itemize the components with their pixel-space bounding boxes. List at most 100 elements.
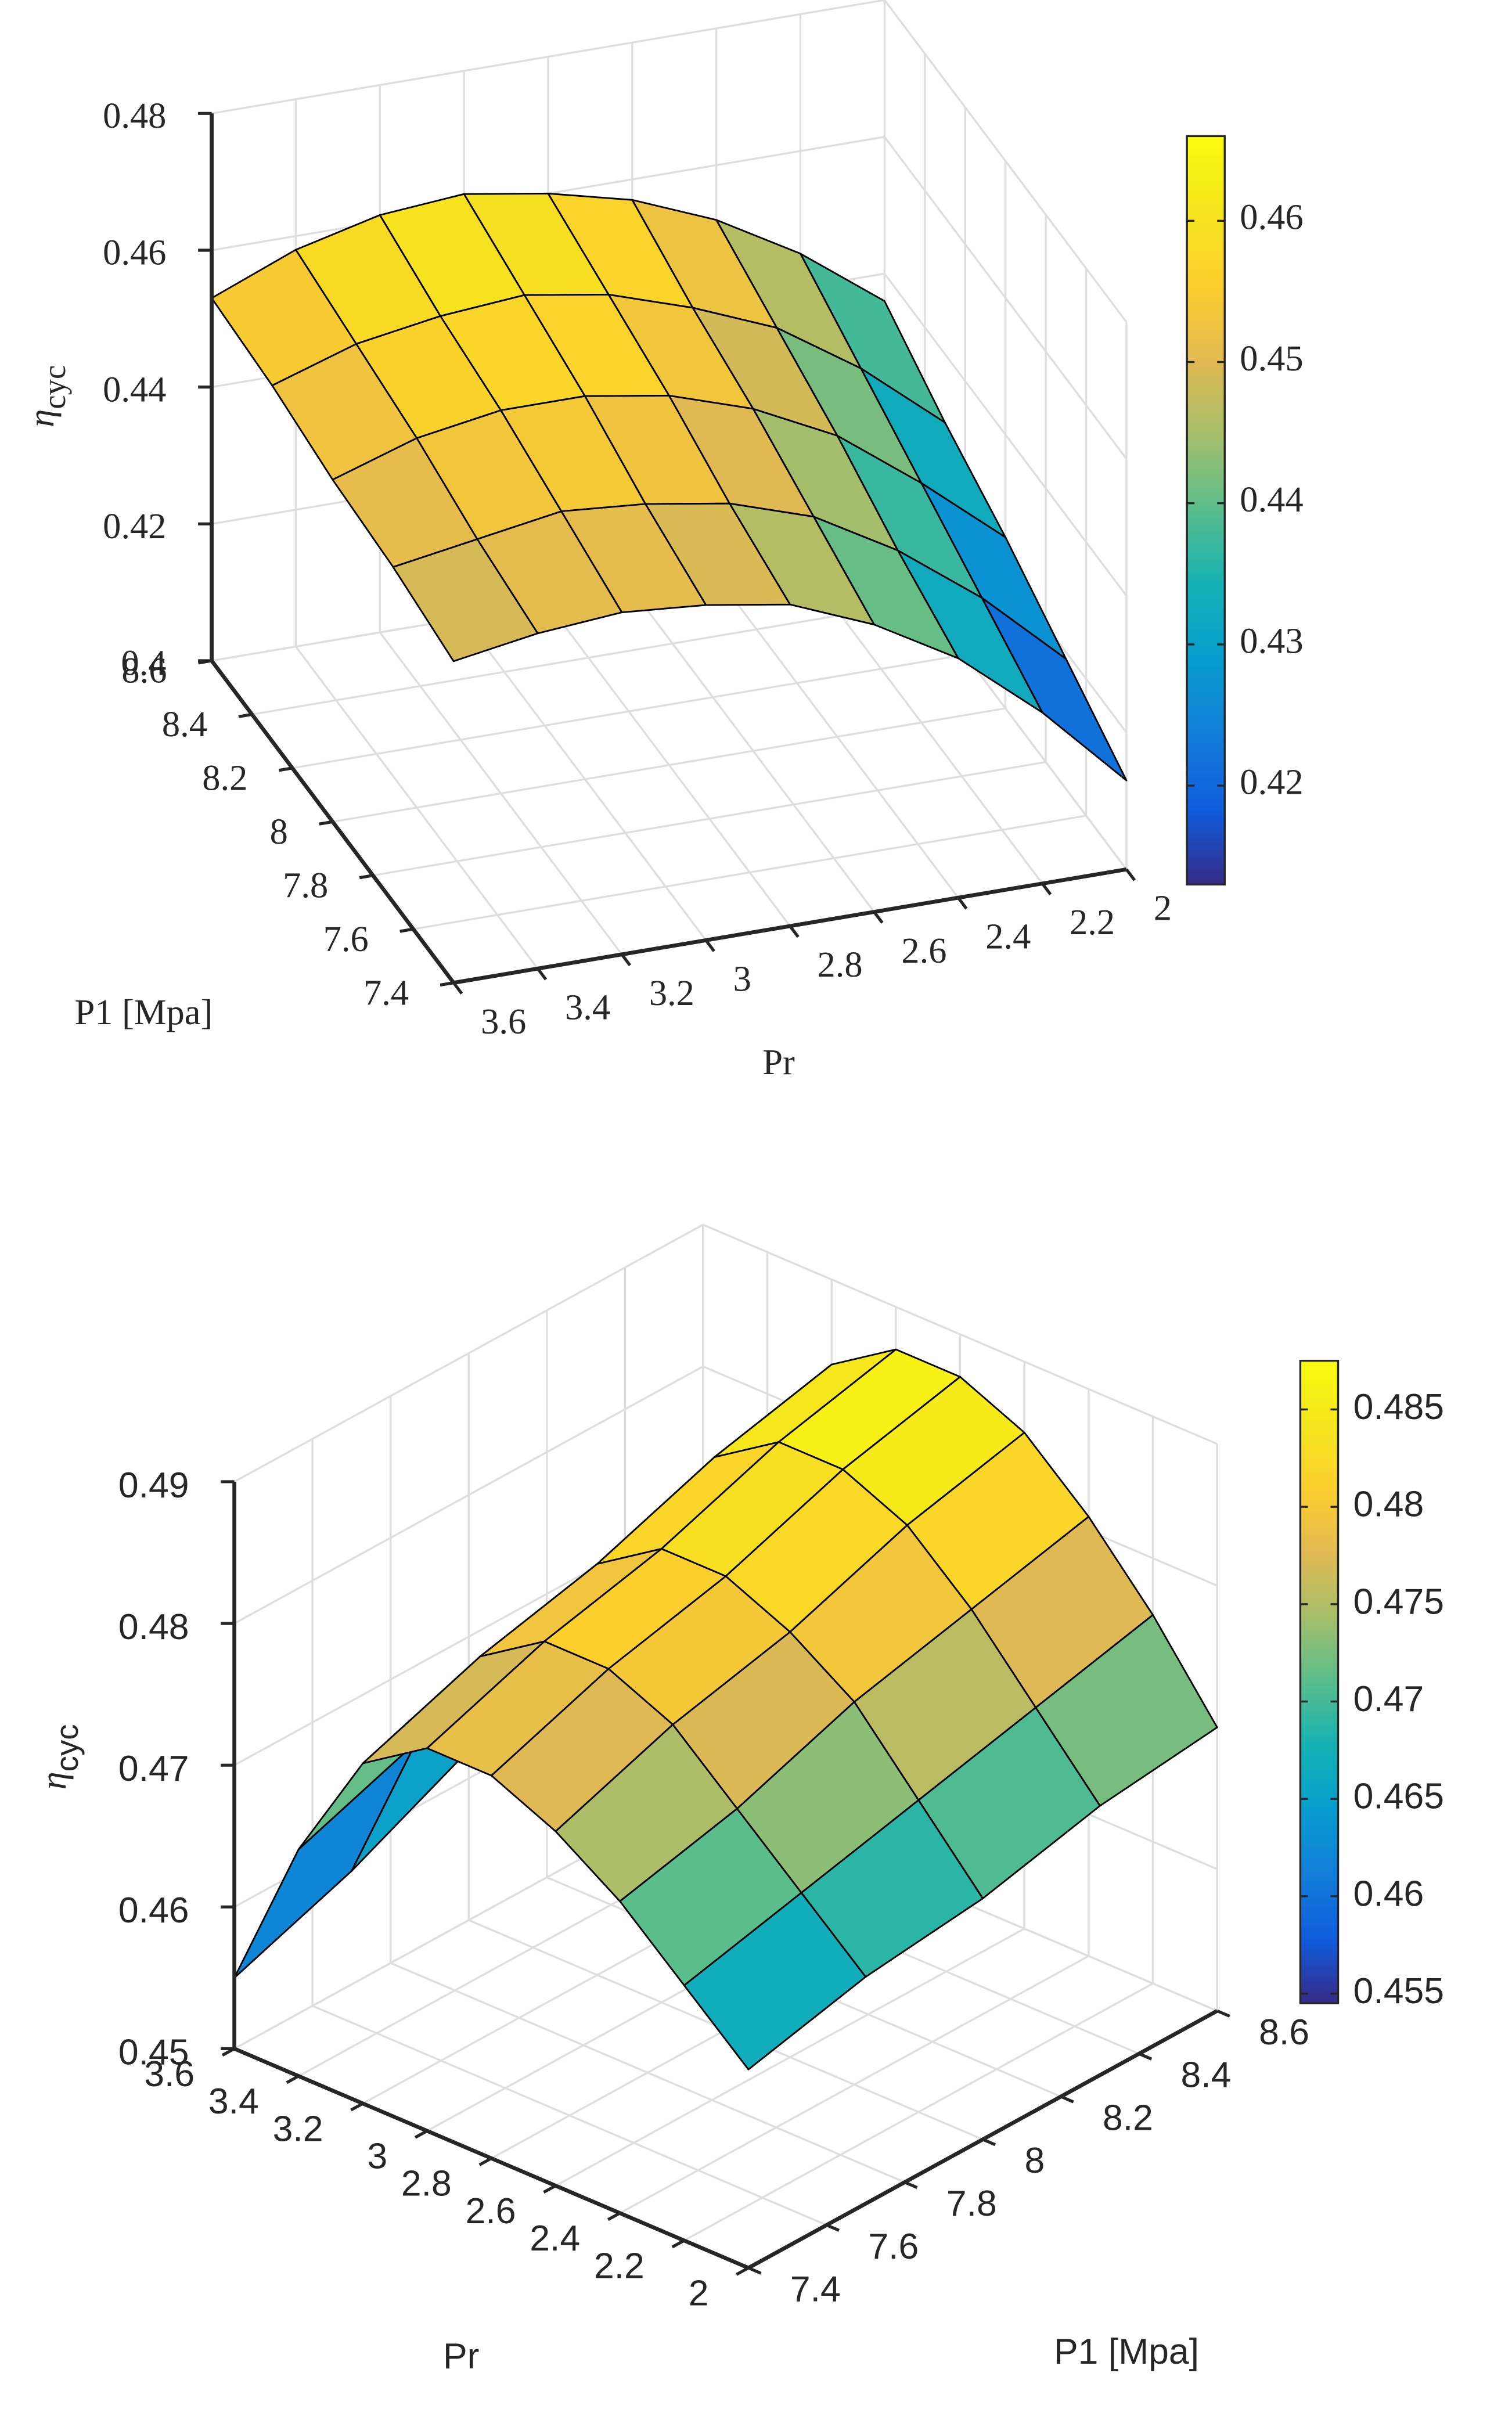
grid-line	[292, 653, 966, 769]
colorbar-tick-label: 0.455	[1353, 1971, 1444, 2011]
grid-line	[883, 273, 1128, 597]
z-tick-label: 0.42	[103, 506, 166, 546]
y-tick-label: 7.8	[283, 865, 328, 905]
x-tick-label: 3.2	[649, 973, 694, 1013]
colorbar-tick-label: 0.475	[1353, 1581, 1444, 1622]
grid-line	[251, 600, 926, 716]
x-tick-label: 3.2	[273, 2108, 323, 2149]
y-tick-label: 8.2	[202, 758, 247, 798]
surface-face	[392, 538, 539, 662]
colorbar-tick-label: 0.46	[1353, 1873, 1424, 1914]
surface-chart: 2 2.2 2.4 2.6 2.8 3 3.2 3.4 3.6 7.4 7.6 7.8 8 8.2 8.4 8…	[33, 1223, 1444, 2376]
colorbar-tick-label: 0.44	[1240, 479, 1303, 520]
y-tick-label: 8.2	[1103, 2097, 1153, 2138]
z-tick-label: 0.49	[118, 1465, 189, 1506]
colorbar-tick-label: 0.485	[1353, 1387, 1444, 1427]
tick-mark	[319, 820, 333, 826]
tick-mark	[736, 2266, 750, 2276]
grid-line	[390, 1962, 905, 2184]
x-tick-label: 3	[367, 2136, 387, 2177]
y-axis-label: P1 [Mpa]	[74, 992, 213, 1032]
grid-line	[373, 761, 1046, 877]
tick-mark	[350, 2102, 364, 2112]
x-tick-label: 2.2	[1070, 902, 1115, 942]
grid-line	[703, 1223, 1218, 1445]
z-tick-label: 0.46	[118, 1890, 189, 1931]
colorbar-tick-label: 0.46	[1240, 197, 1303, 237]
y-tick-label: 7.6	[868, 2226, 919, 2267]
tick-mark	[278, 766, 293, 772]
y-tick-label: 7.4	[363, 972, 409, 1013]
y-tick-label: 8.4	[1181, 2055, 1232, 2095]
tick-mark	[359, 874, 373, 880]
y-tick-label: 8.6	[121, 650, 167, 691]
tick-mark	[607, 2212, 621, 2221]
tick-mark	[747, 2266, 762, 2275]
tick-mark	[1125, 868, 1136, 881]
z-axis-label: ηcyc	[33, 1724, 85, 1789]
tick-mark	[536, 967, 548, 981]
z-tick-label: 0.4	[121, 643, 166, 683]
y-tick-label: 8.6	[1259, 2012, 1309, 2052]
y-tick-label: 7.4	[790, 2269, 841, 2310]
z-axis-label-symbol: η	[21, 409, 62, 427]
grid-line	[233, 1365, 704, 1625]
z-tick-label: 0.47	[118, 1748, 189, 1789]
x-tick-label: 3.6	[144, 2054, 195, 2094]
tick-mark	[704, 939, 715, 952]
z-axis-label-subscript: cyc	[36, 365, 71, 409]
tick-mark	[238, 712, 253, 718]
grid-line	[883, 136, 1128, 460]
tick-mark	[671, 2239, 685, 2249]
grid-line	[413, 815, 1086, 930]
x-tick-label: 2.8	[401, 2163, 452, 2204]
z-tick-label: 0.45	[118, 2032, 189, 2072]
colorbar-tick-label: 0.47	[1353, 1679, 1424, 1719]
x-axis-label: Pr	[443, 2336, 479, 2376]
x-tick-label: 2.8	[818, 944, 863, 985]
x-tick-label: 2	[689, 2273, 709, 2314]
x-tick-label: 2.2	[594, 2245, 645, 2286]
tick-mark	[789, 925, 800, 938]
surface-face	[683, 1892, 867, 2070]
tick-mark	[452, 982, 463, 995]
z-axis-label: ηcyc	[21, 365, 71, 427]
surface-chart: 2 2.2 2.4 2.6 2.8 3 3.2 3.4 3.6 7.4 7.6 7.8 8 8.2 8.4 8…	[21, 0, 1304, 1082]
tick-mark	[620, 953, 632, 967]
tick-mark	[904, 2181, 918, 2190]
z-axis-label-subscript: cyc	[49, 1724, 85, 1771]
tick-mark	[1138, 2052, 1153, 2061]
x-tick-label: 3.4	[208, 2081, 259, 2122]
x-tick-label: 2.6	[901, 930, 946, 971]
tick-mark	[957, 896, 968, 910]
grid-line	[883, 0, 1128, 323]
x-tick-label: 2.4	[985, 916, 1031, 956]
y-tick-label: 7.6	[323, 919, 369, 959]
grid-line	[233, 1223, 704, 1483]
x-tick-label: 3.4	[565, 986, 610, 1027]
colorbar-tick-label: 0.48	[1353, 1484, 1424, 1525]
x-tick-label: 2.6	[466, 2191, 516, 2231]
z-tick-label: 0.44	[103, 369, 166, 409]
z-tick-label: 0.48	[118, 1607, 189, 1647]
z-tick-label: 0.46	[103, 232, 166, 273]
tick-mark	[543, 2184, 557, 2194]
colorbar	[1299, 1359, 1340, 2005]
x-tick-label: 3	[733, 959, 751, 999]
tick-mark	[873, 910, 884, 924]
surface-face	[981, 597, 1128, 782]
colorbar	[1186, 135, 1226, 886]
x-tick-label: 2	[1154, 888, 1172, 928]
tick-mark	[1041, 883, 1052, 896]
y-tick-label: 8	[1024, 2140, 1045, 2181]
tick-mark	[1060, 2095, 1074, 2104]
tick-mark	[982, 2138, 996, 2147]
x-tick-label: 2.4	[530, 2218, 580, 2259]
grid-line	[332, 707, 1006, 823]
y-axis-label: P1 [Mpa]	[1054, 2331, 1199, 2372]
colorbar-tick-label: 0.42	[1240, 761, 1303, 802]
tick-mark	[1216, 2009, 1230, 2018]
colorbar-tick-label: 0.43	[1240, 620, 1303, 661]
grid-line	[312, 2005, 827, 2226]
